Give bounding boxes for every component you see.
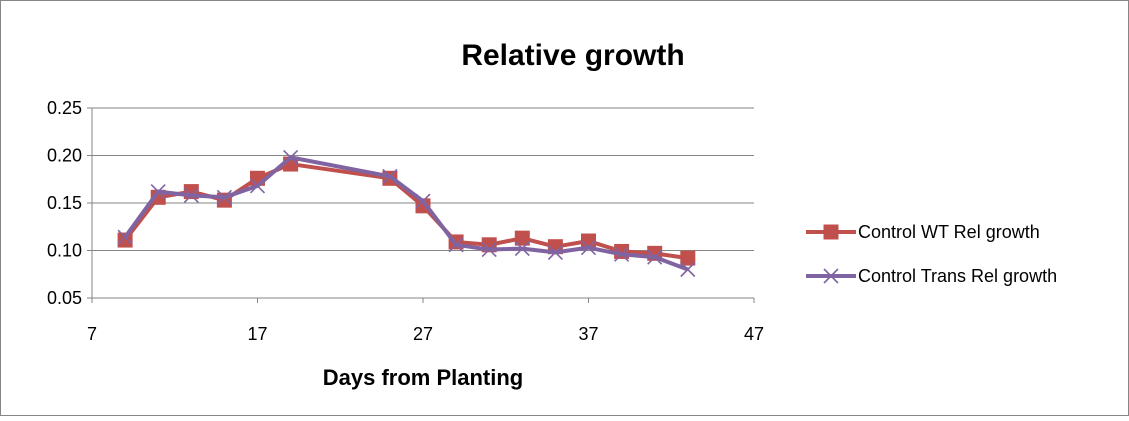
data-point-series-2 [283, 149, 299, 165]
legend-swatch-marker [823, 224, 839, 240]
data-point-series-2 [647, 249, 663, 265]
data-point-series-2 [514, 241, 530, 257]
x-axis-title: Days from Planting [323, 365, 523, 390]
data-point-series-2-stroke [117, 229, 133, 245]
legend-swatch-marker [823, 268, 839, 284]
data-point-series-2-stroke [415, 193, 431, 209]
data-point-series-2-stroke [481, 241, 497, 258]
data-point-series-2 [680, 261, 696, 278]
x-tick-label: 37 [578, 324, 598, 344]
data-point-series-2-stroke [183, 187, 199, 203]
data-point-series-2 [547, 244, 563, 260]
data-point-series-1 [680, 250, 696, 266]
legend-label: Control Trans Rel growth [858, 266, 1057, 286]
x-tick-label: 47 [744, 324, 764, 344]
data-point-series-2-stroke [283, 149, 299, 165]
x-tick-label: 7 [87, 324, 97, 344]
legend-swatch-marker-stroke [823, 268, 839, 284]
data-point-series-2-stroke [514, 241, 530, 257]
legend-label: Control WT Rel growth [858, 222, 1040, 242]
chart-title: Relative growth [461, 39, 684, 72]
data-point-series-2 [249, 178, 266, 194]
data-point-series-2-stroke [216, 189, 232, 205]
data-point-series-2 [183, 187, 199, 203]
x-tick-label: 17 [247, 324, 267, 344]
data-point-series-2-stroke [382, 168, 398, 184]
data-point-series-2 [614, 246, 630, 262]
y-tick-label: 0.15 [47, 193, 82, 213]
data-point-series-2 [481, 241, 497, 258]
x-tick-label: 27 [413, 324, 433, 344]
data-point-series-2 [415, 193, 431, 209]
y-tick-label: 0.10 [47, 241, 82, 261]
y-tick-label: 0.05 [47, 288, 82, 308]
series-line-2 [123, 155, 689, 272]
data-point-series-2-stroke [680, 261, 696, 278]
plot-area: 0.05 0.10 0.15 0.20 0.25 7 17 27 37 47 [47, 98, 764, 344]
data-point-series-2 [580, 240, 597, 256]
data-point-series-2 [216, 189, 232, 205]
data-point-series-2 [448, 237, 464, 253]
data-point-series-2-stroke [580, 240, 597, 256]
data-point-series-2-stroke [547, 244, 563, 260]
data-point-series-2-stroke [614, 246, 630, 262]
legend: Control WT Rel growth Control Trans Rel g… [806, 222, 1057, 286]
data-point-series-2 [382, 168, 398, 184]
data-point-series-2-stroke [150, 184, 166, 200]
data-point-series-2-stroke [249, 178, 266, 194]
data-point-series-2-stroke [448, 237, 464, 253]
data-point-series-1 [514, 230, 530, 246]
y-tick-label: 0.25 [47, 98, 82, 118]
data-point-series-2 [117, 229, 133, 245]
data-point-series-2-stroke [647, 249, 663, 265]
y-tick-label: 0.20 [47, 146, 82, 166]
data-point-series-1 [117, 232, 133, 248]
data-point-series-2 [150, 184, 166, 200]
